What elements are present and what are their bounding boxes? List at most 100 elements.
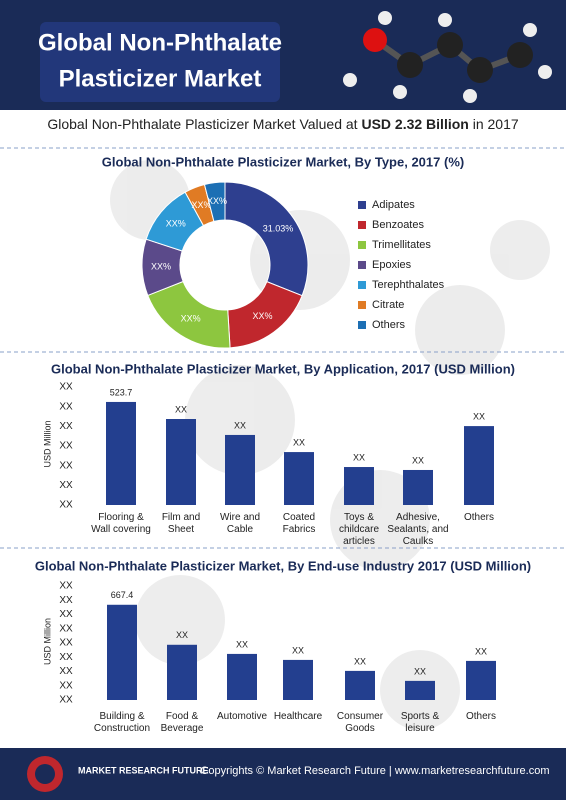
subtitle-text: Global Non-Phthalate Plasticizer Market … — [47, 116, 362, 132]
legend-label: Epoxies — [372, 259, 412, 271]
bar — [225, 434, 255, 505]
x-tick-label: Adhesive, Sealants, and Caulks — [387, 512, 448, 547]
legend-label: Trimellitates — [372, 239, 431, 251]
x-tick-label: Automotive — [217, 711, 267, 722]
y-tick-label: XX — [59, 401, 73, 412]
y-tick-label: XX — [59, 382, 73, 393]
bar — [107, 604, 137, 700]
legend-label: Others — [372, 319, 406, 331]
slice-label: XX% — [207, 196, 227, 206]
x-tick-label: Toys & childcare articles — [339, 512, 379, 547]
value-label: XX — [176, 630, 188, 640]
legend-label: Terephthalates — [372, 279, 445, 291]
header-title: Plasticizer Market — [59, 65, 262, 92]
x-tick-label: Sports & leisure — [401, 711, 440, 734]
y-tick-label: XX — [59, 441, 73, 452]
y-tick-label: XX — [59, 500, 73, 511]
value-label: XX — [234, 420, 246, 430]
x-tick-label: Film and Sheet — [162, 512, 200, 535]
legend-label: Benzoates — [372, 219, 424, 231]
bar — [106, 401, 136, 505]
bar — [283, 659, 313, 700]
legend-swatch — [358, 301, 366, 309]
legend-swatch — [358, 281, 366, 289]
x-tick-label: Food & Beverage — [161, 711, 204, 734]
legend-swatch — [358, 321, 366, 329]
donut-slice — [224, 181, 309, 297]
value-label: XX — [175, 404, 187, 414]
value-label: XX — [354, 656, 366, 666]
y-tick-label: XX — [59, 595, 73, 606]
y-tick-label: XX — [59, 480, 73, 491]
value-label: XX — [293, 437, 305, 447]
slice-label: XX% — [151, 261, 171, 271]
slice-label: XX% — [181, 313, 201, 323]
x-tick-label: Others — [466, 711, 496, 722]
bar — [227, 653, 257, 700]
bar — [464, 426, 494, 505]
x-tick-label: Flooring & Wall covering — [91, 512, 151, 535]
chart-title: Global Non-Phthalate Plasticizer Market,… — [51, 361, 515, 376]
value-label: XX — [473, 411, 485, 421]
slice-label: 31.03% — [263, 223, 294, 233]
y-tick-label: XX — [59, 623, 73, 634]
x-tick-label: Healthcare — [274, 711, 323, 722]
value-label: XX — [236, 639, 248, 649]
x-tick-label: Consumer Goods — [337, 711, 384, 734]
subtitle-highlight: USD 2.32 Billion — [361, 116, 469, 132]
legend-label: Citrate — [372, 299, 404, 311]
bar — [344, 467, 374, 505]
footer-copyright: Copyrights © Market Research Future | ww… — [200, 765, 549, 777]
legend-label: Adipates — [372, 199, 415, 211]
y-tick-label: XX — [59, 580, 73, 591]
slice-label: XX% — [192, 200, 212, 210]
bar — [405, 680, 435, 700]
subtitle: Global Non-Phthalate Plasticizer Market … — [0, 116, 566, 132]
y-tick-label: XX — [59, 609, 73, 620]
title-box — [40, 22, 280, 102]
y-tick-label: XX — [59, 460, 73, 471]
chart-title: Global Non-Phthalate Plasticizer Market,… — [35, 558, 531, 573]
x-tick-label: Building & Construction — [94, 711, 150, 734]
slice-label: XX% — [166, 218, 186, 228]
legend-swatch — [358, 221, 366, 229]
y-tick-label: XX — [59, 638, 73, 649]
y-tick-label: XX — [59, 652, 73, 663]
y-axis-label: USD Million — [42, 420, 52, 467]
bar — [345, 670, 375, 700]
slice-label: XX% — [253, 311, 273, 321]
footer-band — [0, 748, 566, 800]
value-label: XX — [412, 455, 424, 465]
y-tick-label: XX — [59, 680, 73, 691]
chart-title: Global Non-Phthalate Plasticizer Market,… — [102, 154, 464, 169]
legend-swatch — [358, 261, 366, 269]
y-tick-label: XX — [59, 695, 73, 706]
x-tick-label: Others — [464, 512, 494, 523]
header-title: Global Non-Phthalate — [38, 29, 282, 56]
value-label: 667.4 — [111, 590, 134, 600]
subtitle-text: in 2017 — [468, 116, 519, 132]
y-tick-label: XX — [59, 421, 73, 432]
footer-brand: MARKET RESEARCH FUTURE — [78, 765, 209, 775]
y-axis-label: USD Million — [42, 618, 52, 665]
x-tick-label: Coated Fabrics — [283, 512, 316, 535]
donut-slice — [203, 181, 226, 223]
bar — [403, 469, 433, 505]
value-label: 523.7 — [110, 387, 133, 397]
bar — [167, 644, 197, 700]
legend-swatch — [358, 241, 366, 249]
molecule-icon — [343, 11, 552, 103]
value-label: XX — [475, 646, 487, 656]
legend-swatch — [358, 201, 366, 209]
x-tick-label: Wire and Cable — [220, 512, 260, 535]
logo — [35, 764, 55, 784]
bar — [166, 419, 196, 505]
value-label: XX — [292, 645, 304, 655]
value-label: XX — [353, 452, 365, 462]
value-label: XX — [414, 666, 426, 676]
bar — [466, 660, 496, 700]
y-tick-label: XX — [59, 666, 73, 677]
bar — [284, 452, 314, 505]
